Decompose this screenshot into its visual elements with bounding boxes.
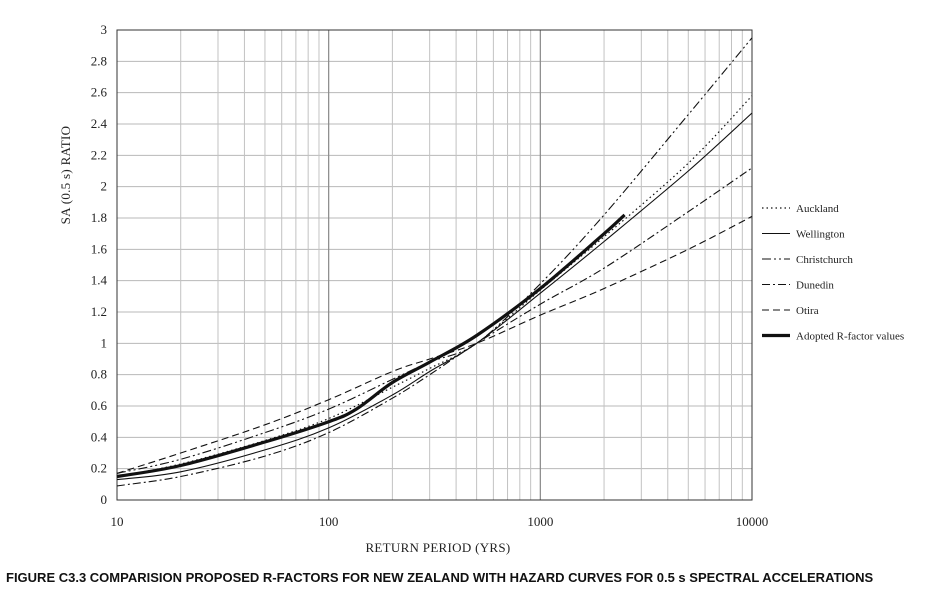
y-tick-label: 1.8 xyxy=(91,210,107,225)
x-tick-label: 1000 xyxy=(527,514,553,529)
y-tick-label: 0.4 xyxy=(91,429,108,444)
y-axis-title: SA (0.5 s) RATIO xyxy=(58,126,73,225)
chart: 0 0.2 0.4 0.6 0.8 1 1.2 1.4 1.6 1.8 2 2.2 2.4 2.6 2.8 3… xyxy=(58,22,904,555)
y-tick-label: 1 xyxy=(101,335,108,350)
y-axis-ticks: 0 0.2 0.4 0.6 0.8 1 1.2 1.4 1.6 1.8 2 2.2 2.4 2.6 2.8 3 xyxy=(91,22,108,507)
x-axis-ticks: 10 100 1000 10000 xyxy=(111,514,769,529)
y-tick-label: 0.2 xyxy=(91,461,107,476)
x-axis-title: RETURN PERIOD (YRS) xyxy=(365,540,510,555)
legend-label: Dunedin xyxy=(796,280,834,292)
y-tick-label: 1.6 xyxy=(91,241,108,256)
y-tick-label: 0 xyxy=(101,492,108,507)
y-tick-label: 0.8 xyxy=(91,367,107,382)
grid xyxy=(116,29,753,501)
x-tick-label: 10 xyxy=(111,514,124,529)
legend-label: Otira xyxy=(796,305,819,317)
legend-label: Christchurch xyxy=(796,254,853,266)
x-tick-label: 100 xyxy=(319,514,339,529)
y-tick-label: 0.6 xyxy=(91,398,108,413)
y-tick-label: 2.4 xyxy=(91,116,108,131)
legend: Auckland Wellington Christchurch Dunedin Oti… xyxy=(762,203,904,343)
y-tick-label: 2.8 xyxy=(91,53,107,68)
legend-label: Wellington xyxy=(796,229,845,241)
y-tick-label: 2 xyxy=(101,179,108,194)
figure-caption: FIGURE C3.3 COMPARISION PROPOSED R-FACTO… xyxy=(6,570,874,585)
y-tick-label: 1.2 xyxy=(91,304,107,319)
legend-label: Adopted R-factor values xyxy=(796,331,904,343)
y-tick-label: 2.6 xyxy=(91,85,108,100)
series-line-otira xyxy=(116,215,753,474)
y-tick-label: 3 xyxy=(101,22,108,37)
plot-frame xyxy=(116,29,753,501)
series-line-christchurch xyxy=(116,37,753,474)
legend-label: Auckland xyxy=(796,203,839,215)
y-tick-label: 1.4 xyxy=(91,273,108,288)
series-lines xyxy=(116,37,753,487)
series-line-wellington xyxy=(116,112,753,481)
x-tick-label: 10000 xyxy=(736,514,769,529)
series-line-dunedin xyxy=(116,167,753,487)
y-tick-label: 2.2 xyxy=(91,147,107,162)
series-line-adopted-r-factor-values xyxy=(116,213,626,479)
